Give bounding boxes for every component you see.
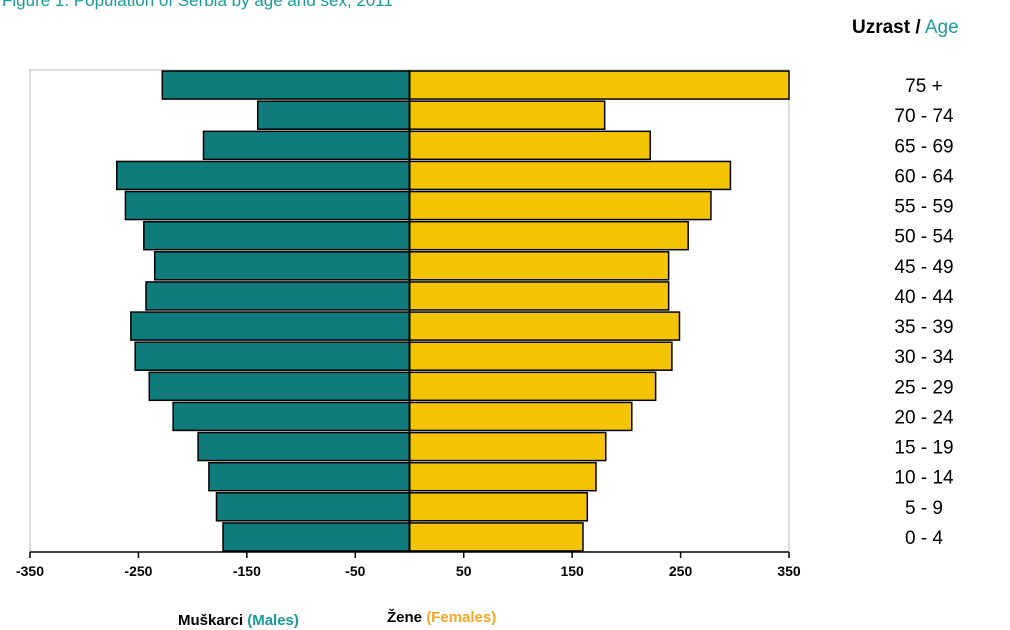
bar-female-11 xyxy=(408,401,633,432)
bar-female-10 xyxy=(408,371,657,402)
x-tick-label-6: 250 xyxy=(669,563,693,579)
bar-female-14 xyxy=(408,492,589,522)
bar-male-1 xyxy=(256,100,411,130)
bar-male-12 xyxy=(197,431,411,462)
x-tick-label-3: -50 xyxy=(345,563,365,579)
legend-females: Žene (Females) xyxy=(387,609,496,626)
age-label-2: 65 - 69 xyxy=(894,136,953,157)
bar-female-9 xyxy=(408,341,673,371)
bar-male-0 xyxy=(161,70,411,100)
legend-females-en: (Females) xyxy=(426,609,497,626)
age-label-14: 5 - 9 xyxy=(905,498,943,519)
age-label-10: 25 - 29 xyxy=(894,377,953,398)
x-tick-label-1: -250 xyxy=(124,563,152,579)
age-label-13: 10 - 14 xyxy=(894,468,954,489)
age-label-3: 60 - 64 xyxy=(894,166,954,187)
bar-male-9 xyxy=(134,341,411,371)
bar-female-12 xyxy=(408,431,607,462)
bar-female-2 xyxy=(408,130,651,161)
bar-male-10 xyxy=(148,371,411,402)
age-label-15: 0 - 4 xyxy=(905,528,943,549)
bar-male-11 xyxy=(172,401,411,432)
bar-male-14 xyxy=(215,492,411,522)
bar-male-2 xyxy=(202,130,411,161)
bar-male-4 xyxy=(124,190,411,221)
bar-female-5 xyxy=(408,220,689,251)
bar-male-13 xyxy=(208,461,411,492)
bar-male-6 xyxy=(153,251,411,281)
bar-female-1 xyxy=(408,100,606,130)
bar-female-8 xyxy=(408,311,681,341)
figure-title: Figure 1. Population of Serbia by age an… xyxy=(2,0,393,10)
bar-female-13 xyxy=(408,461,597,492)
age-header-local: Uzrast / xyxy=(852,17,921,38)
legend-females-local: Žene xyxy=(387,609,423,626)
bar-female-15 xyxy=(408,522,584,552)
age-axis-header: Uzrast / Age xyxy=(852,17,959,39)
x-tick-label-7: 350 xyxy=(777,563,801,579)
bar-female-3 xyxy=(408,160,732,191)
legend-males-local: Muškarci xyxy=(178,612,244,629)
age-label-9: 30 - 34 xyxy=(894,347,954,368)
bar-female-0 xyxy=(408,70,790,100)
legend-males: Muškarci (Males) xyxy=(178,612,299,629)
age-label-7: 40 - 44 xyxy=(894,287,954,308)
bar-male-8 xyxy=(130,311,411,341)
x-tick-label-5: 150 xyxy=(560,563,584,579)
bar-male-5 xyxy=(143,220,411,251)
age-label-1: 70 - 74 xyxy=(894,106,954,127)
age-label-12: 15 - 19 xyxy=(894,438,953,459)
age-label-8: 35 - 39 xyxy=(894,317,953,338)
age-label-5: 50 - 54 xyxy=(894,227,954,248)
x-tick-label-0: -350 xyxy=(16,563,44,579)
x-tick-label-2: -150 xyxy=(233,563,261,579)
age-label-4: 55 - 59 xyxy=(894,197,953,218)
bar-female-4 xyxy=(408,190,712,221)
population-pyramid-chart: -350 -250 -150 -50 50 150 250 350 75 + 70 - 74 65 … xyxy=(16,69,954,579)
age-header-en: Age xyxy=(924,17,959,38)
age-label-6: 45 - 49 xyxy=(894,257,953,278)
age-label-0: 75 + xyxy=(905,76,943,97)
bar-male-15 xyxy=(222,522,411,552)
bar-male-3 xyxy=(115,160,411,191)
bar-female-6 xyxy=(408,251,670,281)
bar-female-7 xyxy=(408,281,670,311)
age-label-11: 20 - 24 xyxy=(894,407,954,428)
bar-male-7 xyxy=(145,281,411,311)
x-tick-label-4: 50 xyxy=(456,563,472,579)
legend-males-en: (Males) xyxy=(247,612,299,629)
